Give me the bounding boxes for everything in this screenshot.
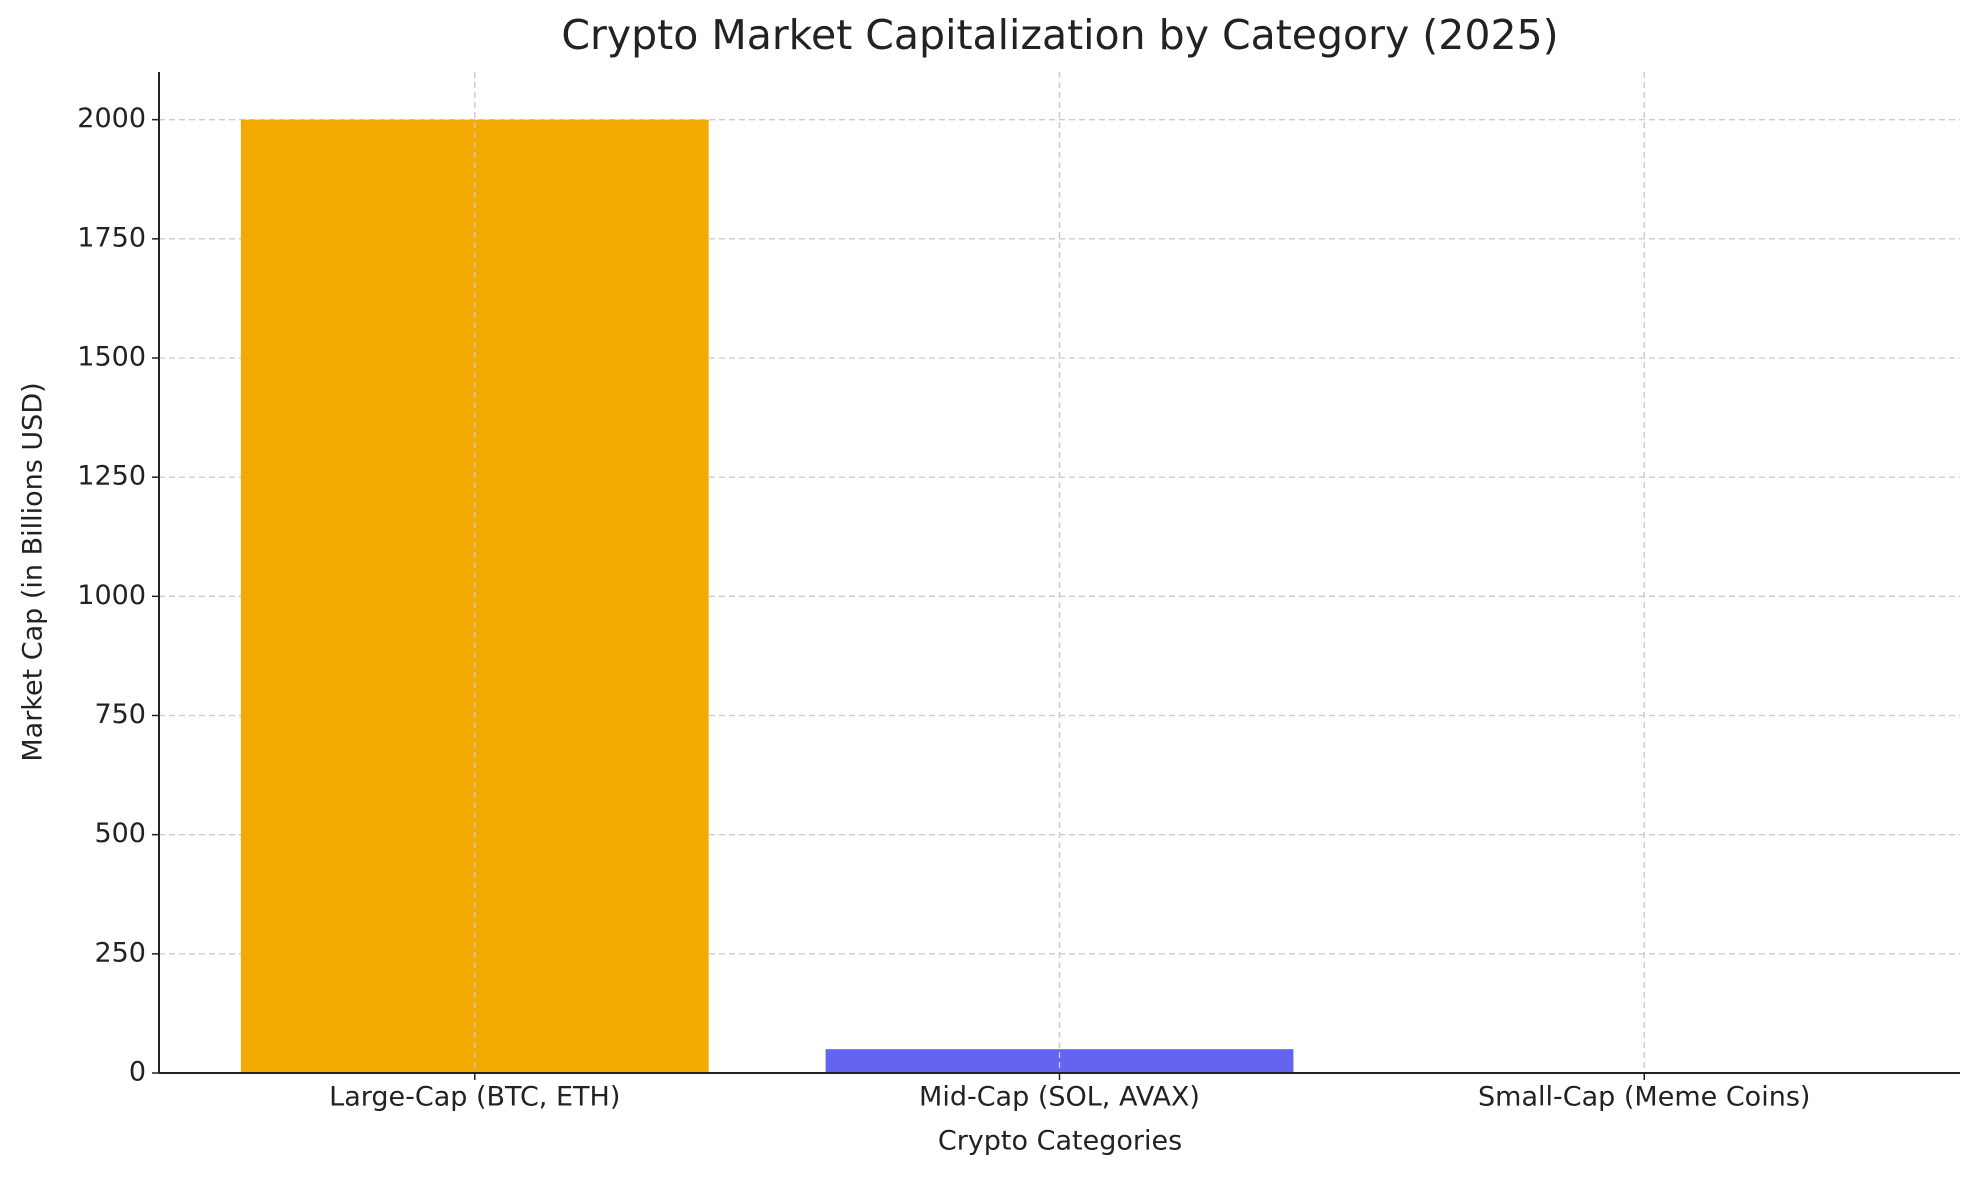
chart-title: Crypto Market Capitalization by Category… [561,11,1558,59]
y-tick-label: 750 [94,699,146,730]
y-tick-label: 1000 [77,580,146,611]
y-tick-label: 1250 [77,461,146,492]
y-axis-label: Market Cap (in Billions USD) [18,382,49,761]
y-tick-label: 0 [129,1057,146,1088]
x-tick-label: Small-Cap (Meme Coins) [1478,1082,1810,1113]
y-tick-label: 250 [94,937,146,968]
y-tick-label: 2000 [77,103,146,134]
x-axis-label: Crypto Categories [938,1126,1182,1157]
bar [825,1049,1294,1073]
y-tick-label: 1750 [77,222,146,253]
y-tick-label: 500 [94,818,146,849]
x-tick-label: Large-Cap (BTC, ETH) [329,1082,620,1113]
y-tick-label: 1500 [77,342,146,373]
x-tick-label: Mid-Cap (SOL, AVAX) [919,1082,1200,1113]
